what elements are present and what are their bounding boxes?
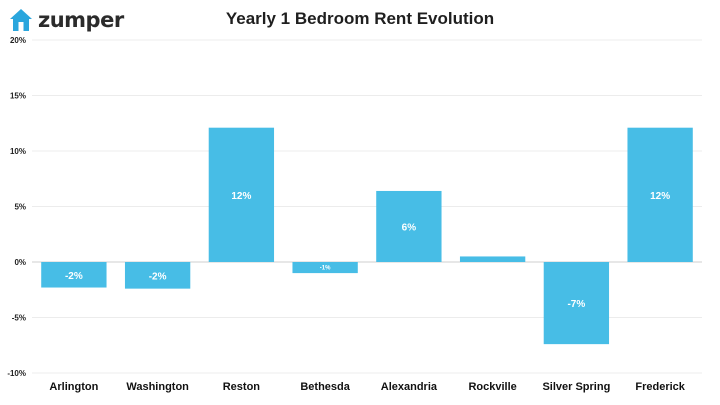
y-tick-label: 0% [14, 258, 26, 267]
data-label: -2% [149, 271, 167, 282]
data-label: 6% [402, 222, 417, 233]
y-tick-label: 5% [14, 203, 26, 212]
data-label: 12% [650, 191, 670, 202]
x-tick-label: Silver Spring [542, 381, 610, 393]
y-tick-label: 15% [10, 92, 26, 101]
x-tick-labels: Arlington Washington Reston Bethesda Alexand… [49, 381, 685, 393]
data-label: -2% [65, 271, 83, 282]
bar-arlington [41, 262, 107, 288]
data-label: -7% [567, 299, 585, 310]
x-tick-label: Rockville [468, 381, 516, 393]
x-tick-label: Washington [126, 381, 189, 393]
x-tick-label: Arlington [49, 381, 98, 393]
bar-bethesda [292, 262, 358, 274]
bar-reston [208, 127, 275, 262]
house-icon [10, 9, 32, 31]
bar-frederick [627, 127, 693, 262]
x-tick-label: Reston [223, 381, 261, 393]
bar-washington [124, 262, 191, 289]
y-tick-label: -5% [12, 314, 26, 323]
brand-name: zumper [38, 8, 124, 32]
data-labels: -2% -2% 12% -1% 6% -7% 12% [65, 191, 670, 310]
x-tick-label: Bethesda [300, 381, 350, 393]
y-tick-label: 20% [10, 36, 26, 45]
x-tick-label: Frederick [635, 381, 685, 393]
bars [41, 127, 693, 345]
brand-logo: zumper [8, 6, 124, 34]
data-label: -1% [320, 266, 331, 272]
y-tick-label: 10% [10, 147, 26, 156]
y-tick-labels: -10% -5% 0% 5% 10% 15% 20% [7, 36, 26, 378]
y-tick-label: -10% [7, 369, 26, 378]
bar-silver-spring [543, 262, 610, 345]
bar-rockville [459, 256, 526, 262]
bar-alexandria [376, 190, 442, 262]
chart-title: Yearly 1 Bedroom Rent Evolution [225, 9, 495, 28]
x-tick-label: Alexandria [381, 381, 438, 393]
data-label: 12% [231, 191, 251, 202]
